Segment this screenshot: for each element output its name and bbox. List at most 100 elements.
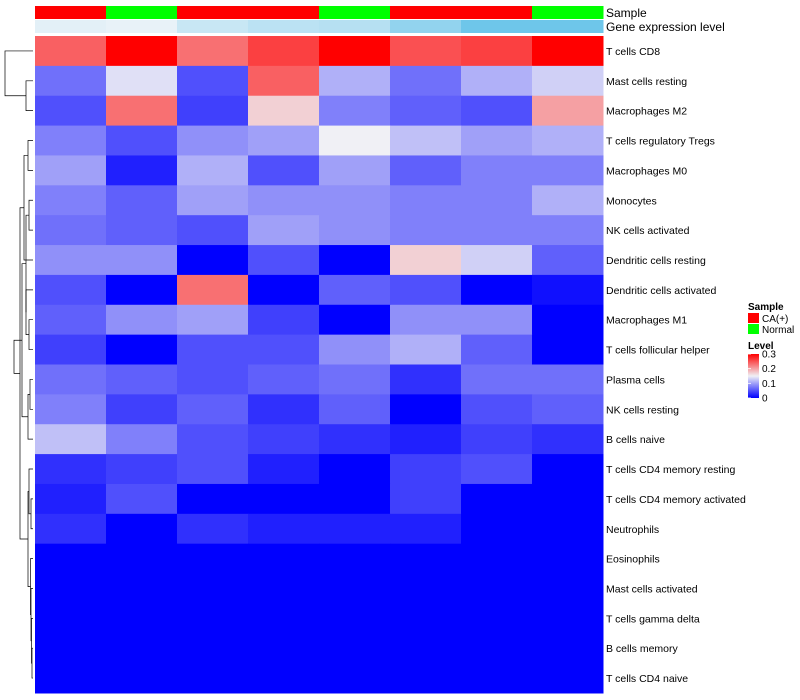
heatmap-cell [35,155,107,186]
sample-legend-swatch [748,313,759,323]
row-label: Mast cells resting [606,76,687,88]
heatmap-cell [177,633,249,664]
heatmap-cell [248,424,320,455]
heatmap-cell [248,364,320,395]
level-legend-tick-label: 0.3 [762,350,776,361]
sample-annotation-label: Sample [606,6,647,20]
heatmap-cell [106,65,178,97]
sample-legend-label: Normal [762,325,794,336]
sample-legend-title: Sample [748,302,784,313]
heatmap-cell [177,603,249,634]
heatmap-cell [248,483,320,515]
row-label: T cells regulatory Tregs [606,136,715,148]
heatmap-cell [248,454,320,485]
heatmap-cell [177,334,249,365]
heatmap-cell [177,155,249,186]
heatmap-cell [532,334,604,365]
heatmap-cell [319,633,391,664]
heatmap-cell [106,185,178,216]
heatmap-cell [390,185,462,216]
heatmap-cell [248,663,320,694]
heatmap-cell [106,274,178,306]
dendrogram-branch [25,289,33,335]
heatmap-cell [106,364,178,395]
heatmap-cell [461,603,533,634]
heatmap-cell [35,65,107,97]
heatmap-cell [248,65,320,97]
dendrogram-branch [25,214,29,313]
heatmap-cell [390,573,462,604]
heatmap-cell [177,215,249,246]
heatmap-cell [248,245,320,276]
heatmap-cell [390,125,462,156]
dendrogram-branch [28,199,33,231]
heatmap-cell [248,95,320,127]
row-label: Dendritic cells activated [606,285,716,297]
sample-annotation-cell [461,6,533,19]
heatmap-cell [319,215,391,246]
heatmap-cell [461,245,533,276]
heatmap-cell [35,394,107,425]
heatmap-cell [248,633,320,664]
heatmap-cell [177,394,249,425]
heatmap-cell [319,603,391,634]
heatmap-cell [461,573,533,604]
sample-annotation-cell [319,6,391,19]
heatmap-cell [177,663,249,694]
heatmap-cell [35,215,107,246]
heatmap-cell [248,36,320,67]
dendrogram-branch [28,319,33,350]
sample-legend-label: CA(+) [762,314,788,325]
heatmap-cell [319,274,391,306]
gene-expression-annotation-cell [248,20,320,33]
heatmap-cell [461,155,533,186]
dendrogram-branch [25,80,33,112]
heatmap-cell [319,36,391,67]
heatmap-cell [390,334,462,365]
heatmap-cell [319,65,391,97]
heatmap-cell [248,185,320,216]
row-label: T cells CD4 memory activated [606,494,746,506]
heatmap-cell [177,274,249,306]
heatmap-cell [319,424,391,455]
heatmap-cell [35,633,107,664]
heatmap-cell [35,543,107,575]
heatmap-cell [390,215,462,246]
heatmap-cell [319,394,391,425]
heatmap-cell [319,364,391,395]
heatmap-cell [532,245,604,276]
heatmap-cell [461,633,533,664]
heatmap-cell [532,513,604,545]
heatmap-cell [35,304,107,336]
heatmap-cell [461,95,533,127]
sample-annotation-cell [177,6,249,19]
heatmap-cell [461,364,533,395]
heatmap-cell [319,543,391,575]
heatmap-cell [177,65,249,97]
heatmap-cell [35,454,107,485]
dendrogram-branch [27,140,33,171]
gene-expression-annotation-cell [461,20,533,33]
dendrogram-branch [29,379,33,410]
heatmap-cell [319,125,391,156]
row-label: Macrophages M0 [606,165,687,177]
dendrogram-branch [27,394,33,440]
heatmap-cell [319,245,391,276]
heatmap-cell [248,125,320,156]
heatmap-cell [106,424,178,455]
heatmap-cell [248,274,320,306]
row-label: T cells gamma delta [606,613,700,625]
heatmap-cell [35,424,107,455]
heatmap-cells [35,36,604,694]
heatmap-cell [177,185,249,216]
heatmap-cell [106,36,178,67]
heatmap-cell [532,36,604,67]
dendrogram-branch [21,263,28,418]
heatmap-cell [532,633,604,664]
row-label: B cells memory [606,643,679,655]
row-label: NK cells activated [606,225,690,237]
heatmap-cell [106,454,178,485]
gene-expression-annotation-cell [106,20,178,33]
heatmap-cell [532,304,604,336]
row-label: T cells CD4 memory resting [606,464,735,476]
